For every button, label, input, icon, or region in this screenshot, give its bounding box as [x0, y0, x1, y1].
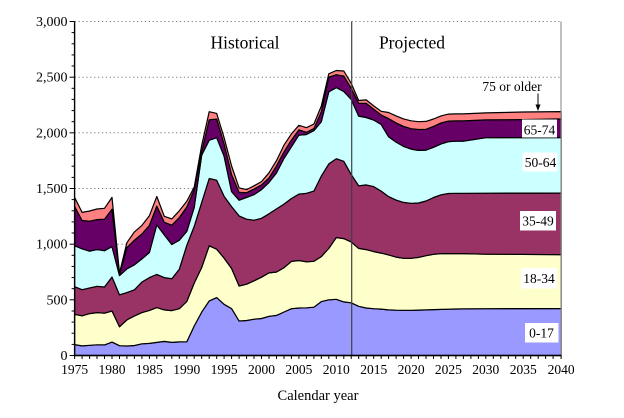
svg-text:1,500: 1,500 — [36, 182, 68, 197]
svg-text:2,000: 2,000 — [36, 126, 68, 141]
svg-text:2015: 2015 — [360, 362, 387, 377]
svg-text:Historical: Historical — [210, 33, 279, 53]
svg-text:2030: 2030 — [472, 362, 499, 377]
svg-text:2040: 2040 — [548, 362, 575, 377]
svg-text:1995: 1995 — [211, 362, 238, 377]
svg-text:1985: 1985 — [136, 362, 163, 377]
svg-text:0: 0 — [61, 349, 68, 364]
svg-text:2020: 2020 — [398, 362, 425, 377]
svg-text:35-49: 35-49 — [522, 214, 554, 229]
svg-text:75 or older: 75 or older — [482, 79, 542, 94]
svg-text:2025: 2025 — [435, 362, 462, 377]
svg-text:2000: 2000 — [248, 362, 275, 377]
svg-text:500: 500 — [47, 293, 68, 308]
svg-text:1990: 1990 — [173, 362, 200, 377]
svg-text:1980: 1980 — [99, 362, 126, 377]
svg-text:65-74: 65-74 — [524, 123, 556, 138]
svg-text:50-64: 50-64 — [525, 155, 557, 170]
svg-text:Calendar year: Calendar year — [278, 388, 359, 404]
svg-text:Projected: Projected — [379, 33, 445, 53]
svg-text:2010: 2010 — [323, 362, 350, 377]
svg-text:0-17: 0-17 — [529, 326, 554, 341]
svg-text:3,000: 3,000 — [36, 15, 68, 30]
svg-text:18-34: 18-34 — [523, 271, 555, 286]
svg-text:1975: 1975 — [61, 362, 88, 377]
svg-text:2035: 2035 — [510, 362, 537, 377]
svg-text:1,000: 1,000 — [36, 238, 68, 253]
svg-text:2,500: 2,500 — [36, 71, 68, 86]
svg-text:2005: 2005 — [285, 362, 312, 377]
